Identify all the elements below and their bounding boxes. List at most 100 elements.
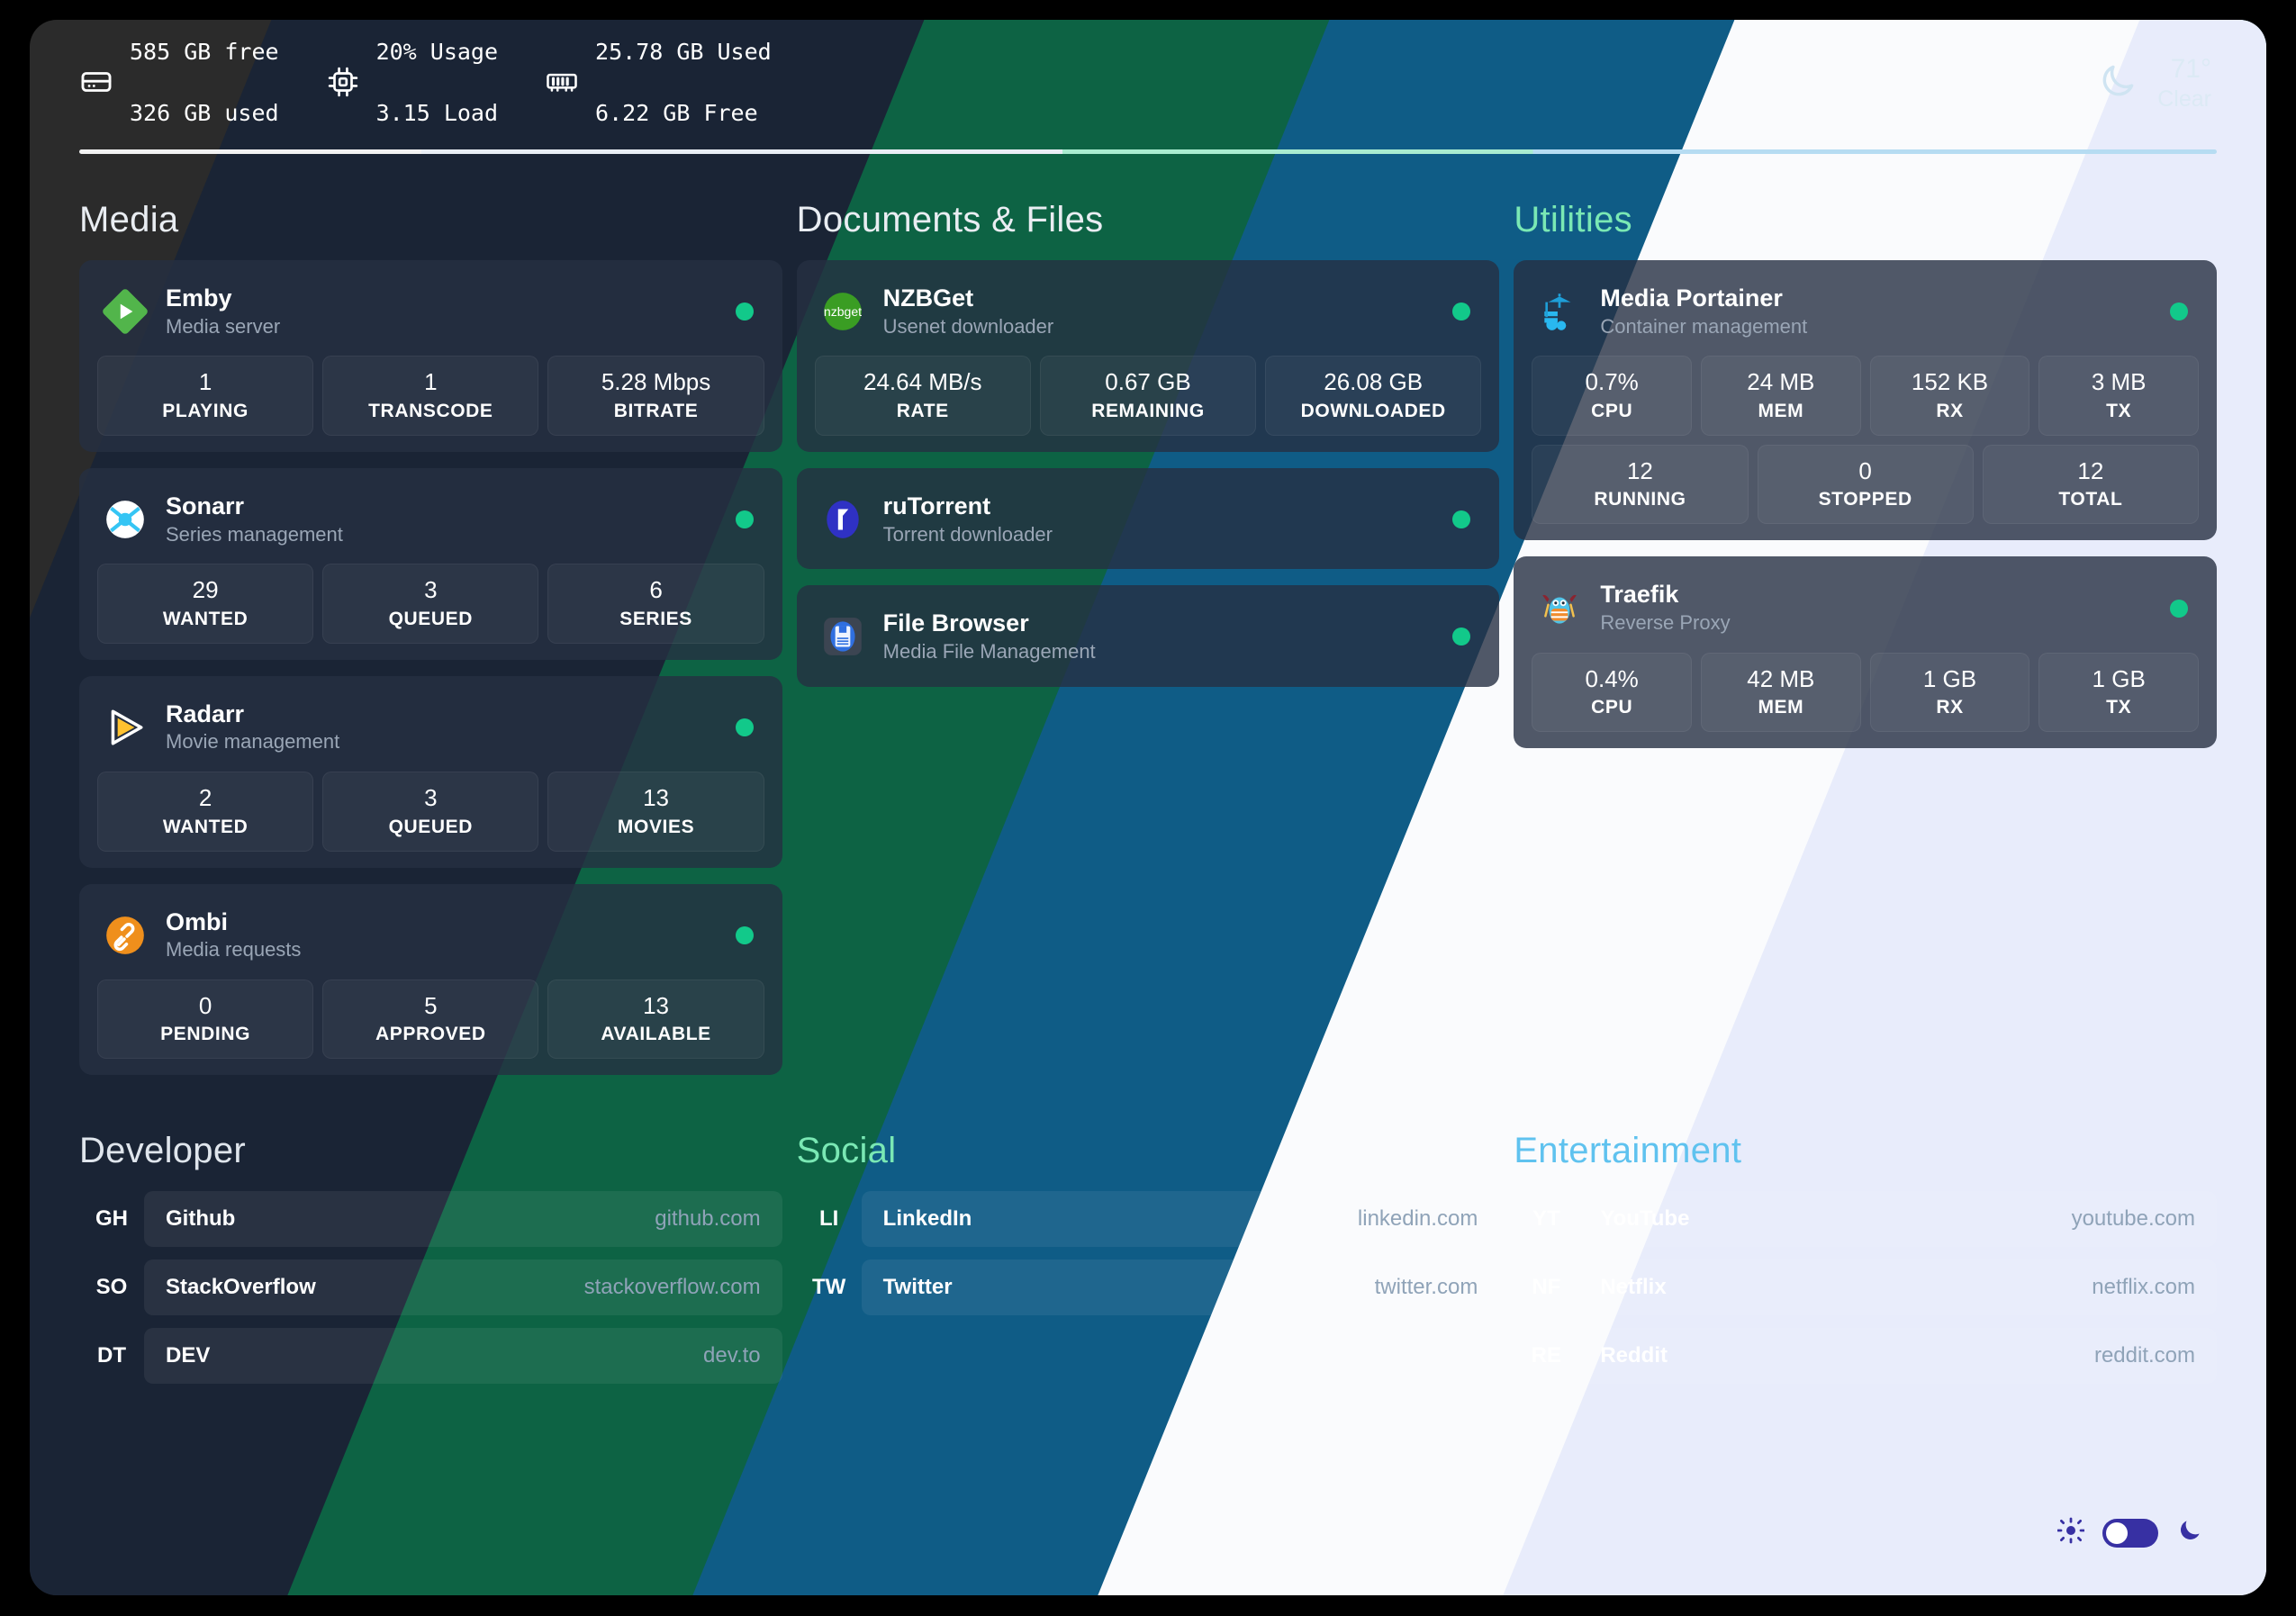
- system-stat-line2: 6.22 GB Free: [595, 100, 758, 126]
- status-indicator-online: [1452, 510, 1471, 529]
- cpu-icon: [326, 65, 360, 101]
- service-stat: 13 MOVIES: [547, 772, 764, 852]
- theme-switch[interactable]: [2102, 1518, 2158, 1548]
- service-stat-value: 13: [643, 784, 669, 812]
- service-card[interactable]: Traefik Reverse Proxy 0.4% CPU 42 MB MEM…: [1514, 556, 2217, 749]
- service-card[interactable]: Emby Media server 1 PLAYING 1 TRANSCODE …: [79, 260, 782, 452]
- system-stat-line1: 585 GB free: [130, 39, 279, 65]
- bookmark-abbreviation: YT: [1532, 1206, 1560, 1232]
- system-stat: 20% Usage 3.15 Load: [326, 37, 498, 129]
- service-card[interactable]: Media Portainer Container management 0.7…: [1514, 260, 2217, 541]
- bookmark-link[interactable]: SO StackOverflow stackoverflow.com: [79, 1259, 782, 1316]
- service-stat-value: 12: [1626, 456, 1653, 484]
- service-name: Media Portainer: [1600, 284, 1783, 311]
- bookmark-url: twitter.com: [1374, 1275, 1478, 1300]
- service-name: Ombi: [166, 907, 229, 935]
- service-card[interactable]: nzbget NZBGet Usenet downloader 24.64 MB…: [796, 260, 1500, 452]
- service-info: Media Portainer Container management: [1600, 284, 2152, 339]
- service-stat: 26.08 GB DOWNLOADED: [1265, 356, 1482, 436]
- bookmark-body: Github github.com: [144, 1191, 782, 1248]
- service-stats-row: 24.64 MB/s RATE 0.67 GB REMAINING 26.08 …: [814, 356, 1482, 436]
- service-card[interactable]: Ombi Media requests 0 PENDING 5 APPROVED…: [79, 883, 782, 1076]
- service-stat: 1 GB TX: [2038, 652, 2200, 733]
- system-stat-line1: 25.78 GB Used: [595, 39, 772, 65]
- service-card-header: Emby Media server: [97, 278, 764, 356]
- service-stat-value: 1: [424, 368, 438, 396]
- service-stat: 1 GB RX: [1869, 652, 2030, 733]
- bookmark-abbreviation: DT: [97, 1343, 126, 1368]
- service-stat: 152 KB RX: [1869, 356, 2030, 436]
- status-indicator-online: [1452, 627, 1471, 646]
- service-stat-label: WANTED: [162, 608, 249, 629]
- service-stat: 0.4% CPU: [1532, 652, 1692, 733]
- theme-toggle-group[interactable]: [2056, 1517, 2203, 1548]
- system-stats: 585 GB free 326 GB used 20% Usage 3.15 L…: [79, 37, 772, 129]
- service-info: Sonarr Series management: [166, 492, 718, 547]
- bookmark-body: Netflix netflix.com: [1578, 1259, 2217, 1316]
- bookmark-url: netflix.com: [2092, 1275, 2195, 1300]
- service-stat: 24 MB MEM: [1701, 356, 1861, 436]
- service-card-header: Sonarr Series management: [97, 486, 764, 564]
- service-stat-value: 0.4%: [1585, 664, 1639, 692]
- service-stats-row: 0 PENDING 5 APPROVED 13 AVAILABLE: [97, 979, 764, 1060]
- service-stat-value: 3: [424, 784, 438, 812]
- sonarr-icon: [103, 497, 148, 542]
- bookmark-link[interactable]: TW Twitter twitter.com: [797, 1259, 1500, 1316]
- bookmark-link[interactable]: NF Netflix netflix.com: [1514, 1259, 2217, 1316]
- sun-icon[interactable]: [2056, 1517, 2085, 1548]
- service-stat-label: DOWNLOADED: [1300, 400, 1446, 421]
- service-group: Utilities Media Portainer Container mana…: [1514, 200, 2217, 1091]
- service-stat-value: 24 MB: [1747, 368, 1815, 396]
- bookmark-name: Reddit: [1600, 1343, 1668, 1368]
- bookmark-link[interactable]: DT DEV dev.to: [79, 1328, 782, 1385]
- header-divider: [79, 149, 2217, 154]
- bookmark-abbreviation: RE: [1531, 1343, 1561, 1368]
- service-stat: 0.67 GB REMAINING: [1039, 356, 1257, 436]
- bookmark-name: Github: [166, 1206, 236, 1232]
- bookmark-body: LinkedIn linkedin.com: [861, 1191, 1500, 1248]
- bookmark-group-title: Developer: [79, 1131, 247, 1171]
- bookmark-url: linkedin.com: [1357, 1206, 1478, 1232]
- service-stat-label: MEM: [1758, 697, 1804, 718]
- weather-text: 71° Clear: [2157, 53, 2211, 113]
- service-description: Media server: [166, 314, 281, 338]
- service-stat-label: CPU: [1591, 697, 1633, 718]
- moon-icon: [2098, 61, 2138, 105]
- service-group: Media Emby Media server 1 PLAYING 1 TRAN…: [79, 200, 782, 1091]
- service-stats-row: 0.4% CPU 42 MB MEM 1 GB RX 1 GB TX: [1532, 652, 2200, 733]
- service-stat: 0 PENDING: [97, 979, 314, 1060]
- bookmark-link[interactable]: YT YouTube youtube.com: [1514, 1191, 2217, 1248]
- moon-icon[interactable]: [2176, 1517, 2203, 1548]
- service-stat-label: MEM: [1758, 400, 1804, 421]
- weather-condition: Clear: [2157, 86, 2211, 112]
- bookmark-url: reddit.com: [2093, 1343, 2195, 1368]
- bookmark-link[interactable]: LI LinkedIn linkedin.com: [797, 1191, 1500, 1248]
- service-info: NZBGet Usenet downloader: [883, 284, 1435, 339]
- bookmark-name: Twitter: [882, 1275, 953, 1300]
- service-stats-row: 12 RUNNING 0 STOPPED 12 TOTAL: [1532, 444, 2199, 525]
- service-card[interactable]: Radarr Movie management 2 WANTED 3 QUEUE…: [79, 675, 782, 868]
- service-card[interactable]: ruTorrent Torrent downloader: [796, 467, 1500, 570]
- service-stat: 0 STOPPED: [1757, 444, 1974, 525]
- service-card[interactable]: File Browser Media File Management: [796, 585, 1500, 687]
- service-stat-label: TRANSCODE: [368, 400, 493, 421]
- service-name: Emby: [166, 284, 232, 311]
- service-stat-label: QUEUED: [388, 816, 474, 837]
- service-card[interactable]: Sonarr Series management 29 WANTED 3 QUE…: [79, 467, 782, 660]
- service-stat-label: QUEUED: [388, 608, 474, 629]
- service-stat-label: SERIES: [619, 608, 692, 629]
- service-description: Container management: [1600, 314, 1808, 338]
- service-stat: 0.7% CPU: [1532, 356, 1692, 436]
- service-info: File Browser Media File Management: [883, 609, 1435, 664]
- bookmark-link[interactable]: RE Reddit reddit.com: [1514, 1328, 2217, 1385]
- bookmark-link[interactable]: GH Github github.com: [79, 1191, 782, 1248]
- service-stat-value: 2: [198, 784, 212, 812]
- memory-icon: [545, 65, 579, 101]
- service-stat-value: 3: [424, 576, 438, 604]
- service-stat-label: CPU: [1591, 400, 1633, 421]
- status-indicator-online: [2170, 599, 2188, 618]
- bookmark-body: DEV dev.to: [144, 1328, 782, 1385]
- service-info: Emby Media server: [166, 284, 718, 339]
- status-indicator-online: [735, 510, 754, 529]
- bookmark-name: StackOverflow: [166, 1275, 316, 1300]
